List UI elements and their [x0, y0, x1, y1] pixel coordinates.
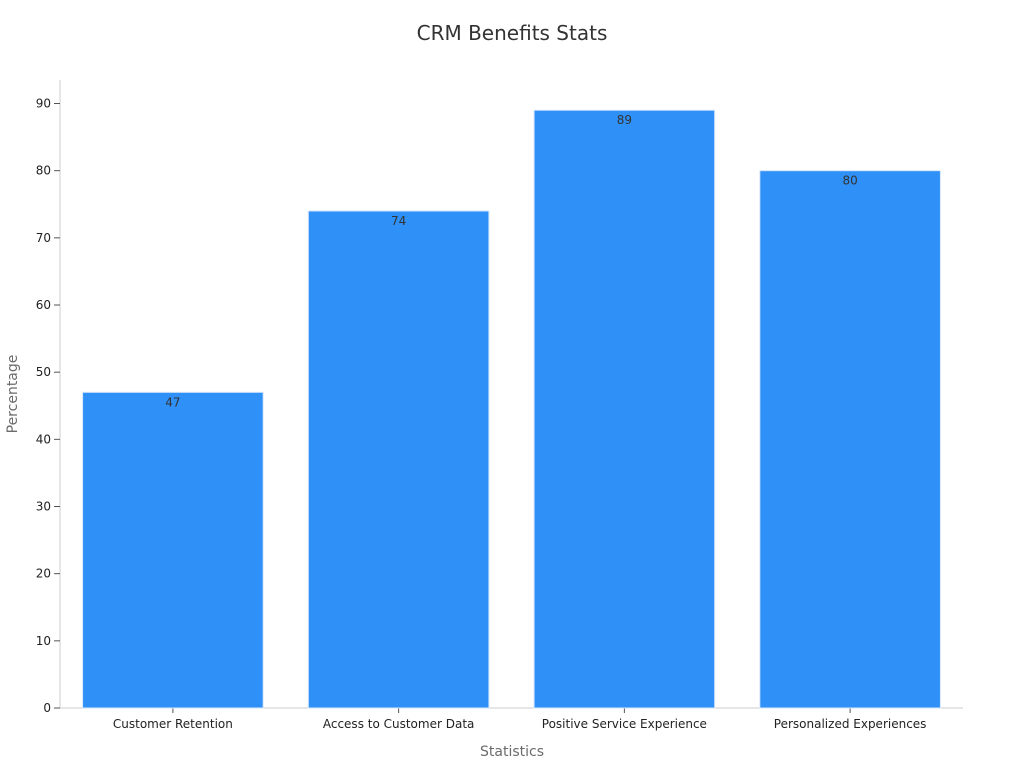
bar-data-label: 74 [391, 214, 406, 228]
y-tick-label: 10 [36, 634, 51, 648]
bar [533, 109, 716, 709]
x-axis-label: Statistics [480, 744, 544, 760]
bars [82, 109, 941, 709]
y-tick-label: 50 [36, 365, 51, 379]
y-tick-label: 0 [43, 701, 51, 715]
y-axis-label: Percentage [5, 355, 21, 434]
chart-title: CRM Benefits Stats [417, 21, 608, 45]
bar-data-label: 80 [842, 174, 857, 188]
bar [759, 170, 941, 709]
bar-data-label: 89 [617, 113, 632, 127]
x-tick-label: Customer Retention [113, 717, 233, 731]
x-tick-label: Personalized Experiences [774, 717, 927, 731]
y-tick-label: 60 [36, 298, 51, 312]
y-tick-label: 70 [36, 231, 51, 245]
x-tick-label: Positive Service Experience [542, 717, 707, 731]
x-tick-label: Access to Customer Data [323, 717, 475, 731]
bar [307, 210, 490, 709]
y-tick-label: 30 [36, 500, 51, 514]
y-axis: 0 10 20 30 40 50 60 70 80 90 [36, 80, 61, 715]
y-tick-label: 20 [36, 567, 51, 581]
bar-data-label: 47 [165, 395, 180, 409]
bar [82, 391, 264, 709]
y-tick-label: 80 [36, 164, 51, 178]
y-tick-label: 90 [36, 97, 51, 111]
y-tick-label: 40 [36, 432, 51, 446]
data-labels: 47 74 89 80 [165, 113, 858, 409]
x-axis: Customer Retention Access to Customer Dat… [60, 707, 963, 731]
